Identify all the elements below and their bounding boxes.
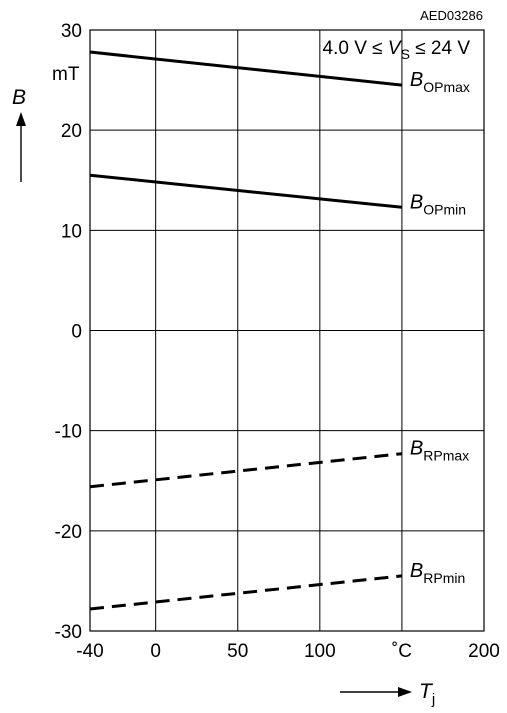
annotation-prefix: 4.0 V ≤ <box>323 38 388 59</box>
series-label-rpmax: BRPmax <box>410 438 469 464</box>
y-tick-label: 30 <box>61 21 82 42</box>
x-tick-label: 200 <box>468 641 500 662</box>
grid <box>89 29 485 632</box>
series-line-rpmax <box>89 452 403 489</box>
series-line-opmax <box>89 50 403 87</box>
annotation-suffix: ≤ 24 V <box>410 38 470 59</box>
voltage-range-annotation: 4.0 V ≤ VS ≤ 24 V <box>323 38 471 62</box>
series-line-opmin <box>89 173 403 209</box>
x-axis-label: Tj <box>340 680 435 708</box>
y-axis-arrow-head <box>16 112 26 126</box>
x-axis-variable-main: T <box>419 680 434 703</box>
annotation-var: V <box>388 38 403 59</box>
annotation-sub: S <box>401 46 410 62</box>
plot-frame <box>89 29 485 632</box>
x-tick-label: -40 <box>76 641 103 662</box>
x-tick-label: ˚C <box>392 641 412 662</box>
series-label-rpmin: BRPmin <box>410 560 465 586</box>
x-tick-label: 0 <box>150 641 161 662</box>
series-label-opmin: BOPmin <box>410 191 466 217</box>
y-axis-label: B mT <box>12 64 80 182</box>
reference-code: AED03286 <box>420 8 483 23</box>
y-tick-label: 20 <box>61 121 82 142</box>
series-lines: BOPmax BOPmin BRPmax BRPmin <box>89 50 470 611</box>
y-axis-variable: B <box>12 86 26 109</box>
x-tick-label: 50 <box>227 641 248 662</box>
x-tick-label: 100 <box>304 641 336 662</box>
y-tick-label: -30 <box>55 622 82 643</box>
y-tick-label: 0 <box>71 322 82 343</box>
x-axis-variable-sub: j <box>431 691 435 708</box>
x-axis-arrow-head <box>398 687 412 697</box>
y-tick-label: 10 <box>61 221 82 242</box>
y-axis-unit: mT <box>52 64 80 85</box>
y-tick-label: -20 <box>55 522 82 543</box>
series-label-opmax: BOPmax <box>410 69 470 95</box>
x-axis-variable: Tj <box>419 680 435 708</box>
series-line-rpmin <box>89 574 403 611</box>
y-tick-label: -10 <box>55 422 82 443</box>
